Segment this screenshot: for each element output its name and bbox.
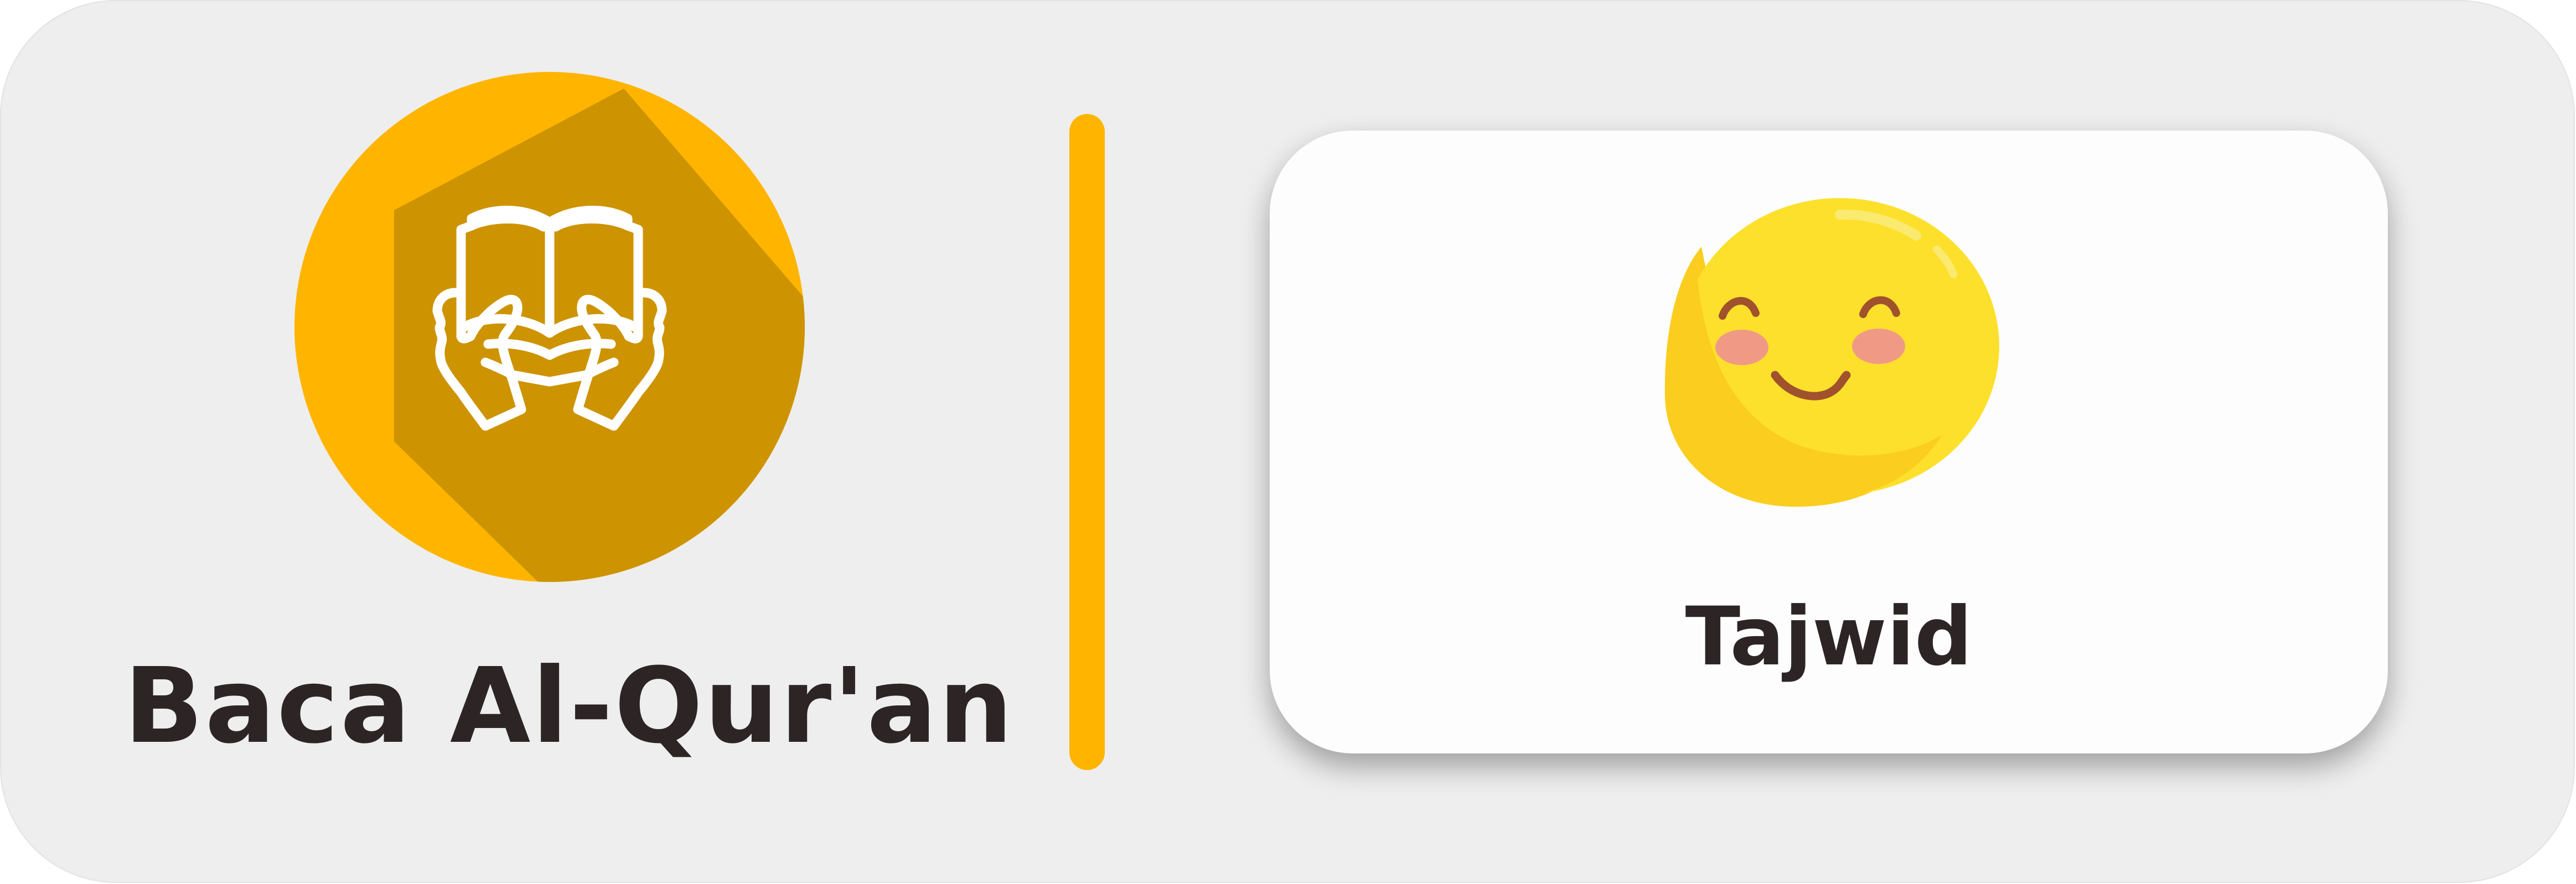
left-eye — [1719, 297, 1760, 320]
left-cheek — [1715, 330, 1768, 365]
emoji-face — [1680, 198, 1999, 495]
tajwid-card[interactable]: Tajwid — [1270, 131, 2388, 753]
card-label: Tajwid — [1685, 590, 1973, 684]
book-and-hands-glyph — [432, 205, 667, 431]
emoji-highlight-small — [1933, 246, 1957, 278]
reading-quran-icon — [294, 72, 805, 582]
vertical-divider — [1069, 114, 1105, 770]
right-cheek — [1852, 329, 1905, 364]
smiling-face-icon — [1664, 198, 1999, 507]
smile-mouth — [1771, 371, 1851, 401]
emoji-highlight — [1835, 209, 1921, 241]
right-eye — [1859, 296, 1900, 318]
page-title: Baca Al-Qur'an — [124, 646, 1015, 767]
emoji-shade — [1677, 258, 1942, 499]
